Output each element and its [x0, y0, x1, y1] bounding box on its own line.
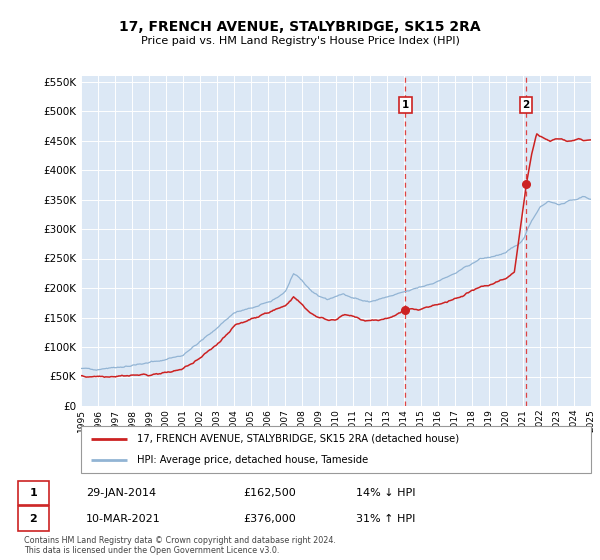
Text: 14% ↓ HPI: 14% ↓ HPI	[356, 488, 416, 498]
Text: £162,500: £162,500	[244, 488, 296, 498]
Bar	[18, 481, 49, 506]
Text: HPI: Average price, detached house, Tameside: HPI: Average price, detached house, Tame…	[137, 455, 368, 465]
Text: This data is licensed under the Open Government Licence v3.0.: This data is licensed under the Open Gov…	[24, 546, 280, 555]
Text: £376,000: £376,000	[244, 514, 296, 524]
Text: 17, FRENCH AVENUE, STALYBRIDGE, SK15 2RA (detached house): 17, FRENCH AVENUE, STALYBRIDGE, SK15 2RA…	[137, 434, 459, 444]
Text: 17, FRENCH AVENUE, STALYBRIDGE, SK15 2RA: 17, FRENCH AVENUE, STALYBRIDGE, SK15 2RA	[119, 20, 481, 34]
Text: 1: 1	[29, 488, 37, 498]
Text: 2: 2	[29, 514, 37, 524]
Text: 31% ↑ HPI: 31% ↑ HPI	[356, 514, 416, 524]
Text: 10-MAR-2021: 10-MAR-2021	[86, 514, 160, 524]
Text: Contains HM Land Registry data © Crown copyright and database right 2024.: Contains HM Land Registry data © Crown c…	[24, 536, 336, 545]
Bar	[18, 506, 49, 531]
Text: 1: 1	[402, 100, 409, 110]
Text: 2: 2	[523, 100, 530, 110]
Text: 29-JAN-2014: 29-JAN-2014	[86, 488, 156, 498]
Text: Price paid vs. HM Land Registry's House Price Index (HPI): Price paid vs. HM Land Registry's House …	[140, 36, 460, 46]
